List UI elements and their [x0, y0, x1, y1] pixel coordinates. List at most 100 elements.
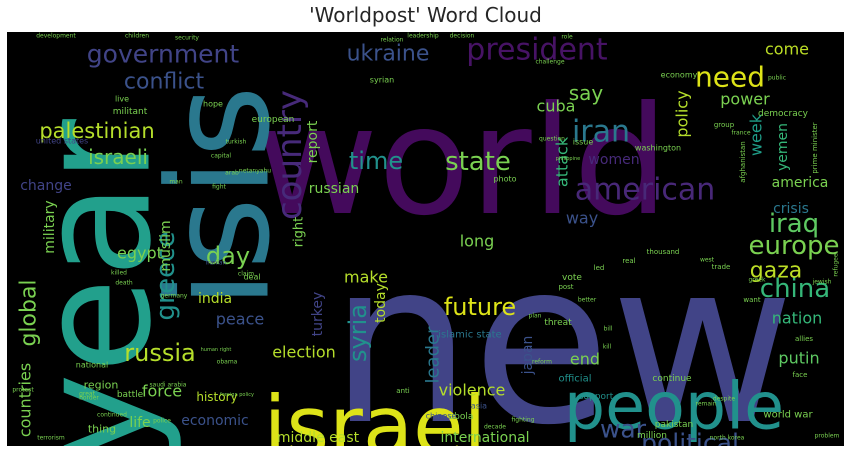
word-trade: trade [712, 263, 731, 271]
word-ukraine: ukraine [347, 42, 430, 67]
word-syria: syria [344, 304, 372, 362]
word-security: security [175, 35, 199, 42]
word-yemen: yemen [775, 123, 791, 171]
word-international: international [440, 430, 529, 446]
word-china: china [760, 274, 830, 304]
word-gaza: gaza [750, 259, 802, 284]
word-kill: kill [603, 344, 612, 351]
word-people: people [564, 370, 784, 445]
word-isis: isis [139, 85, 302, 309]
word-deal: deal [243, 273, 260, 282]
word-leader: leader [423, 326, 444, 384]
word-war: war [600, 415, 647, 444]
word-thing: thing [88, 423, 116, 436]
word-india: india [198, 291, 232, 307]
word-greek: greek [748, 277, 766, 284]
word-america: america [772, 175, 829, 191]
word-afghanistan: afghanistan [739, 141, 747, 182]
word-million: million [637, 431, 667, 441]
word-united-states: united states [36, 137, 88, 146]
word-live: live [115, 95, 129, 104]
word-future: future [444, 293, 516, 321]
word-development: development [36, 33, 76, 40]
word-group: group [714, 121, 735, 129]
word-democracy: democracy [758, 109, 809, 119]
word-president: president [466, 33, 608, 68]
word-say: say [569, 81, 604, 105]
word-saudi-arabia: saudi arabia [150, 382, 187, 389]
word-reform: reform [532, 359, 552, 366]
word-nation: nation [772, 309, 823, 328]
word-prime-minister: prime minister [811, 122, 819, 173]
word-long: long [460, 232, 495, 251]
word-fighting: fighting [511, 417, 534, 424]
word-philippine: philippine [556, 156, 581, 162]
word-life: life [129, 415, 150, 431]
word-come: come [765, 40, 809, 59]
word-public: public [768, 75, 786, 82]
word-west: west [700, 257, 715, 264]
word-pakistan: pakistan [655, 420, 693, 430]
word-economic: economic [181, 413, 249, 429]
word-netanyahu: netanyahu [239, 168, 271, 175]
word-region: region [84, 379, 119, 392]
word-iran: iran [572, 115, 630, 150]
word-european: european [252, 115, 295, 125]
word-putin: putin [778, 349, 819, 368]
word-north-korea: north korea [710, 435, 745, 442]
word-europe: europe [749, 231, 840, 261]
word-end: end [570, 350, 600, 369]
word-face: face [793, 371, 808, 379]
word-better: better [578, 297, 597, 304]
word-cloud-panel: world new year isis israel people ukraine gover… [7, 32, 844, 446]
word-allies: allies [795, 335, 813, 343]
word-policy: policy [673, 90, 692, 137]
word-economy: economy [661, 71, 698, 80]
word-continue: continue [652, 374, 692, 384]
word-hope: hope [203, 100, 223, 109]
word-germany: germany [161, 293, 188, 300]
word-palestinian: palestinian [39, 119, 154, 143]
word-crisis: crisis [773, 201, 809, 217]
word-asia: asia [471, 402, 487, 411]
word-way: way [566, 209, 598, 228]
word-government: government [87, 40, 240, 69]
word-challenge: challenge [535, 59, 564, 66]
word-problem: problem [815, 433, 840, 440]
word-arab: arab [225, 170, 239, 177]
word-militant: militant [113, 107, 148, 117]
word-turkey: turkey [310, 292, 326, 337]
word-russia: russia [124, 339, 195, 367]
word-want: want [743, 296, 760, 304]
word-today: today [373, 283, 389, 323]
word-thousand: thousand [647, 248, 680, 256]
word-man: man [169, 179, 183, 186]
word-year: year [7, 119, 186, 446]
word-anti: anti [396, 387, 409, 395]
word-jewish: jewish [812, 279, 832, 286]
word-american: american [575, 173, 716, 208]
word-political: political [641, 429, 739, 447]
word-day: day [206, 242, 250, 270]
word-iranian: iranian [206, 260, 227, 267]
word-right: right [292, 217, 307, 248]
word-photo: photo [493, 175, 516, 184]
word-state: state [445, 147, 511, 177]
word-despite: despite [713, 396, 735, 403]
word-women: women [588, 152, 639, 168]
word-military: military [42, 200, 58, 253]
word-week: week [747, 113, 766, 156]
word-support: support [579, 392, 614, 402]
word-global: global [17, 279, 42, 346]
word-leadership: leadership [407, 33, 439, 40]
word-turkish: turkish [226, 139, 247, 146]
word-world: world [255, 75, 668, 249]
word-threat: threat [544, 318, 572, 328]
word-attack: attack [553, 136, 572, 187]
word-syrian: syrian [370, 76, 394, 85]
word-foreign-policy: foreign policy [220, 392, 254, 398]
word-need: need [695, 61, 765, 94]
word-children: children [125, 33, 149, 40]
word-countries: countries [16, 363, 35, 437]
word-washington: washington [635, 144, 681, 153]
